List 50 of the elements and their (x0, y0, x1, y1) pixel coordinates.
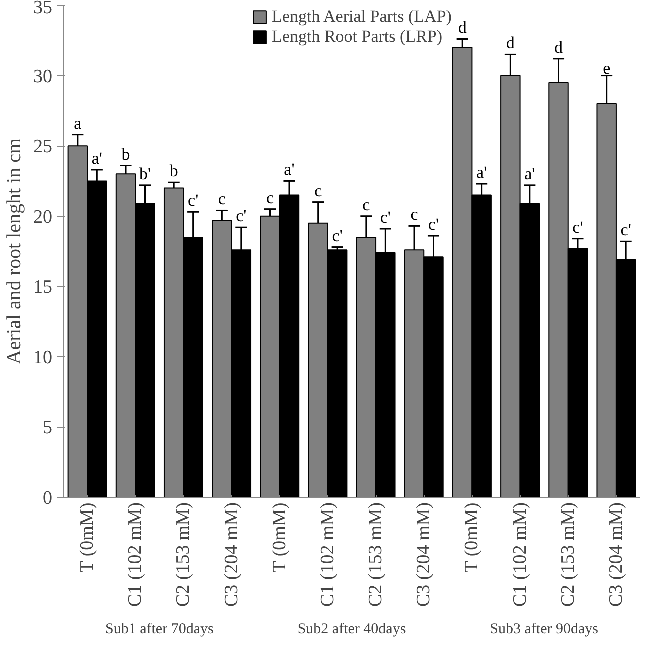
data-label: c (314, 181, 323, 200)
data-label: d (458, 18, 468, 38)
y-tick-label: 5 (43, 418, 52, 439)
data-label: c' (188, 191, 199, 210)
x-tick-label: T (0mM) (462, 502, 483, 573)
data-label: c (266, 188, 274, 208)
data-label: c (362, 195, 371, 214)
y-tick-label: 15 (34, 277, 52, 298)
data-label: d (554, 38, 564, 57)
data-label: c' (572, 218, 584, 237)
y-tick-label: 0 (43, 488, 52, 509)
data-label: a' (524, 164, 536, 184)
x-tick-label: C3 (204 mM) (221, 502, 242, 607)
text: Sub2 after 40days (298, 622, 406, 638)
data-label: b' (139, 164, 152, 184)
data-label: e (603, 58, 611, 78)
data-label: c (410, 205, 419, 224)
x-tick-label: C2 (153 mM) (173, 502, 194, 607)
y-tick-label: 25 (34, 136, 52, 158)
data-label: c' (620, 220, 632, 240)
x-tick-label: C1 (102 mM) (510, 502, 531, 607)
data-label: a' (476, 163, 488, 182)
legend-label: Length Aerial Parts (LAP) (272, 7, 452, 27)
text: Sub1 after 70days (106, 622, 214, 638)
data-label: a (74, 114, 82, 133)
data-label: c' (380, 208, 391, 228)
x-tick-label: C1 (102 mM) (317, 502, 338, 607)
data-label: a' (284, 160, 295, 180)
text: Sub3 after 90days (490, 622, 599, 638)
y-tick-label: 20 (34, 206, 52, 228)
data-label: a' (92, 148, 102, 168)
legend-label: Length Root Parts (LRP) (272, 27, 443, 47)
y-tick-label: 35 (34, 0, 52, 18)
y-axis-title: Aerial and root lenght in cm (4, 138, 26, 365)
x-tick-label: C2 (153 mM) (558, 502, 579, 607)
x-tick-label: C3 (204 mM) (606, 502, 627, 607)
data-label: c (218, 190, 226, 209)
x-tick-label: C2 (153 mM) (366, 502, 387, 607)
x-tick-label: T (0mM) (269, 502, 290, 573)
data-label: b (122, 144, 130, 164)
data-label: c' (236, 206, 247, 226)
y-tick-label: 10 (34, 347, 52, 368)
x-tick-label: T (0mM) (77, 502, 98, 573)
data-label: c' (428, 215, 440, 234)
data-label: b (170, 162, 178, 181)
x-tick-label: C1 (102 mM) (125, 502, 146, 607)
x-tick-label: C3 (204 mM) (414, 502, 435, 607)
data-label: d (506, 34, 516, 53)
y-tick-label: 30 (34, 66, 52, 88)
data-label: c' (332, 226, 343, 246)
